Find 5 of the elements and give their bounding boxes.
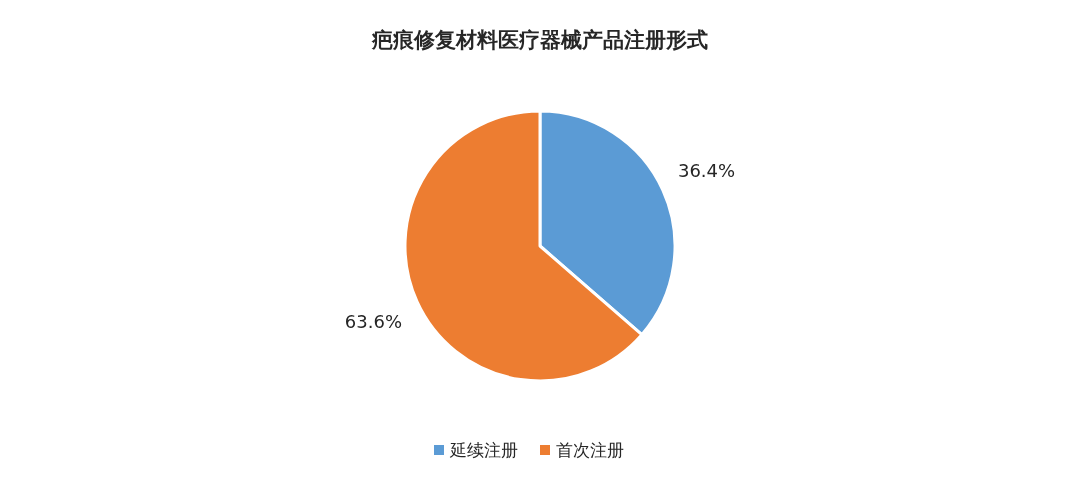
legend-label: 首次注册	[556, 440, 624, 460]
chart-title: 疤痕修复材料医疗器械产品注册形式	[371, 28, 708, 52]
legend-label: 延续注册	[449, 440, 518, 460]
data-label: 36.4%	[677, 159, 736, 181]
data-label: 63.6%	[344, 311, 403, 333]
